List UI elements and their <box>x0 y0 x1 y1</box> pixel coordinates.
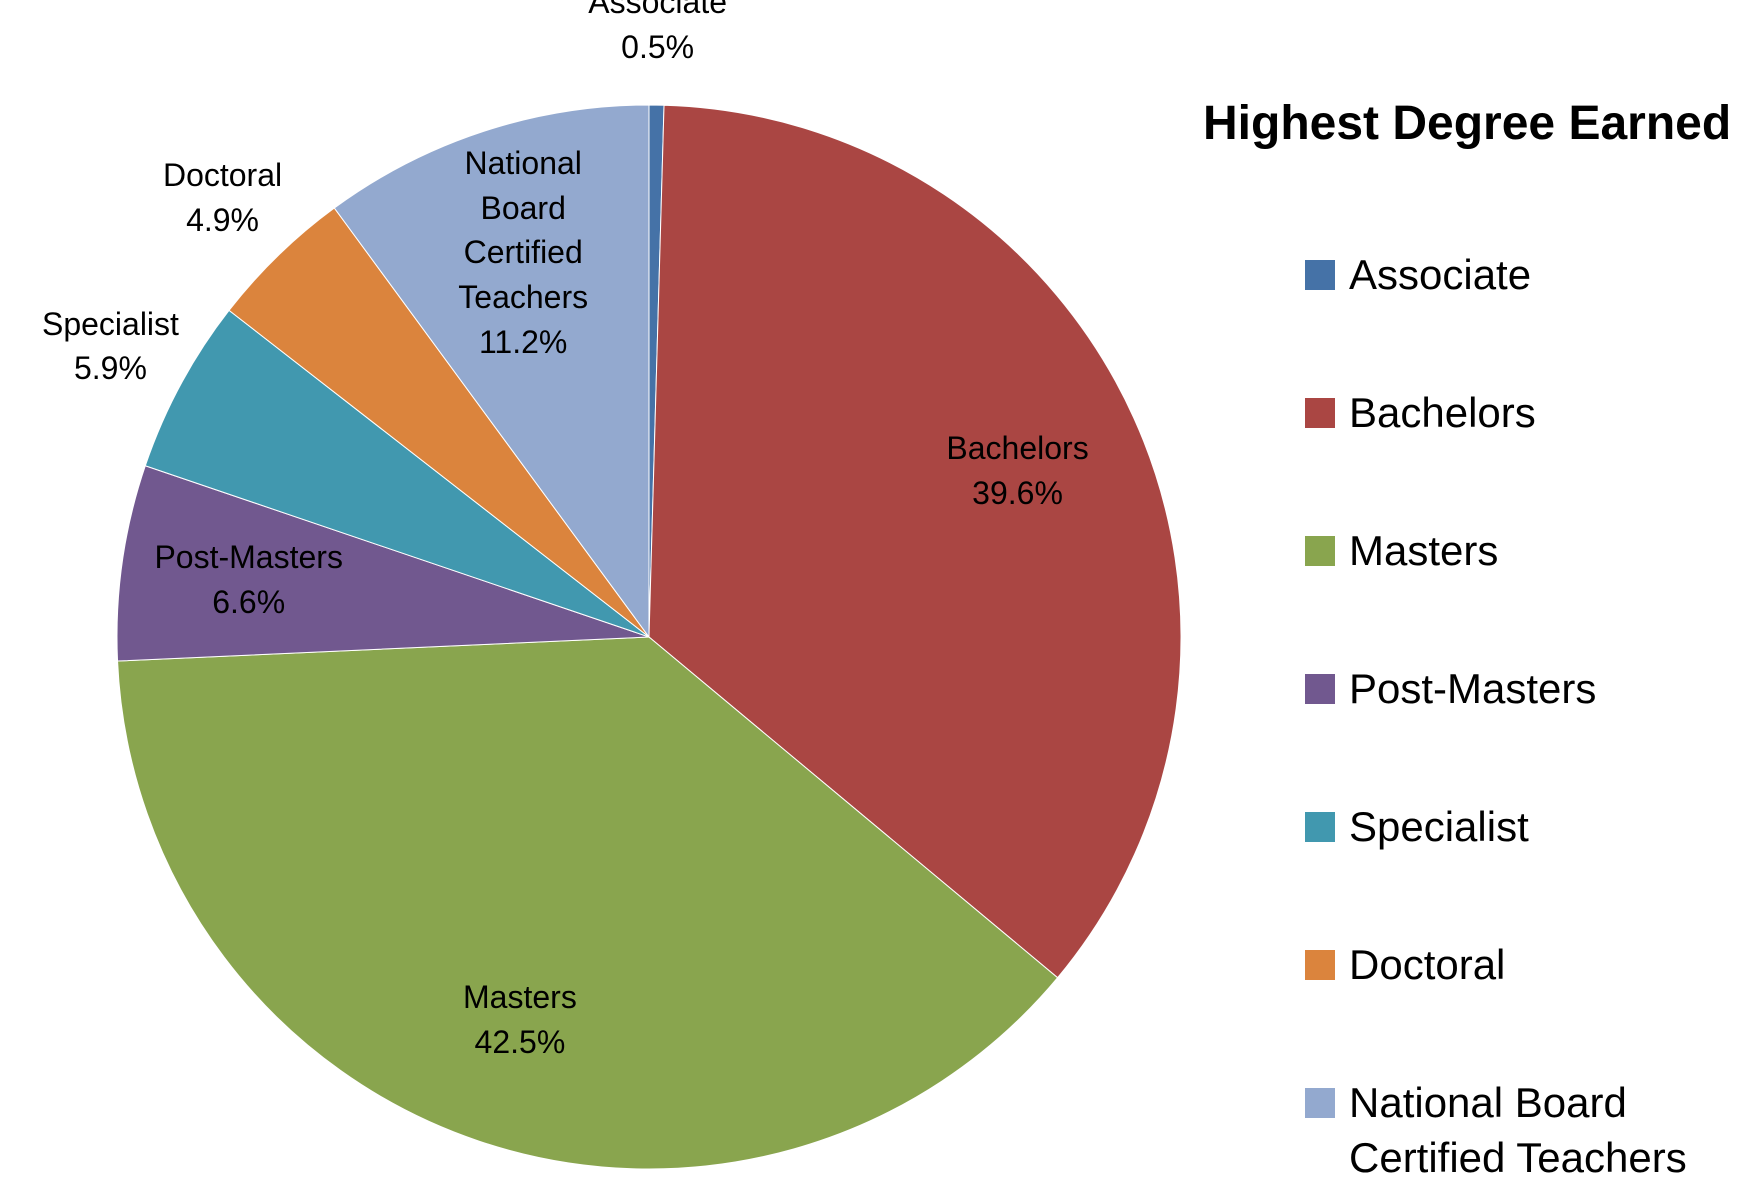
legend-item: Associate <box>1305 248 1749 303</box>
legend-label: Doctoral <box>1349 941 1506 988</box>
legend-label: National Board Certified Teachers <box>1349 1079 1687 1181</box>
pie-slice <box>117 636 1059 1170</box>
legend-swatch <box>1305 398 1335 428</box>
slice-label-value: 6.6% <box>212 584 286 621</box>
slice-label-value: 39.6% <box>972 474 1063 511</box>
slice-label-value: 42.5% <box>474 1024 566 1061</box>
slice-label-name: Associate <box>588 0 727 21</box>
legend-title: Highest Degree Earned <box>1203 97 1732 150</box>
slice-label-name: Masters <box>463 979 577 1016</box>
legend-swatch <box>1305 260 1335 290</box>
legend-label: Bachelors <box>1349 389 1536 436</box>
slice-label-value: 5.9% <box>73 350 147 387</box>
legend-swatch <box>1305 536 1335 566</box>
slice-label: Post-Masters 6.6% <box>119 535 379 625</box>
slice-label-name: National Board Certified Teachers <box>458 144 589 316</box>
slice-label-name: Bachelors <box>946 429 1089 466</box>
slice-label-name: Post-Masters <box>154 539 343 576</box>
legend-swatch <box>1305 674 1335 704</box>
slice-label-value: 0.5% <box>621 29 695 66</box>
legend-label: Masters <box>1349 527 1499 574</box>
slice-label: National Board Certified Teachers 11.2% <box>443 141 603 365</box>
legend-item: Masters <box>1305 524 1749 579</box>
slice-label: Doctoral 4.9% <box>93 154 353 244</box>
slice-label-value: 11.2% <box>479 323 568 360</box>
legend-item: Specialist <box>1305 800 1749 855</box>
slice-label: Associate 0.5% <box>528 0 788 70</box>
legend-label: Post-Masters <box>1349 665 1597 712</box>
slice-label-name: Specialist <box>41 305 179 342</box>
pie-slice <box>116 465 650 662</box>
legend-item: Bachelors <box>1305 386 1749 441</box>
slice-label: Masters 42.5% <box>390 975 650 1065</box>
slice-label-name: Doctoral <box>162 157 283 194</box>
slice-label: Bachelors 39.6% <box>888 426 1148 516</box>
legend-swatch <box>1305 1088 1335 1118</box>
legend-item: Doctoral <box>1305 938 1749 993</box>
legend-label: Specialist <box>1349 803 1529 850</box>
pie-slice <box>333 104 650 639</box>
legend-label: Associate <box>1349 251 1532 298</box>
legend-swatch <box>1305 812 1335 842</box>
legend-swatch <box>1305 950 1335 980</box>
slice-label-value: 4.9% <box>186 202 259 239</box>
pie-slice <box>648 104 1182 979</box>
slice-label: Specialist 5.9% <box>0 302 240 392</box>
pie-slice <box>144 309 650 638</box>
legend-item: Post-Masters <box>1305 662 1749 717</box>
legend-item: National Board Certified Teachers <box>1305 1076 1749 1185</box>
